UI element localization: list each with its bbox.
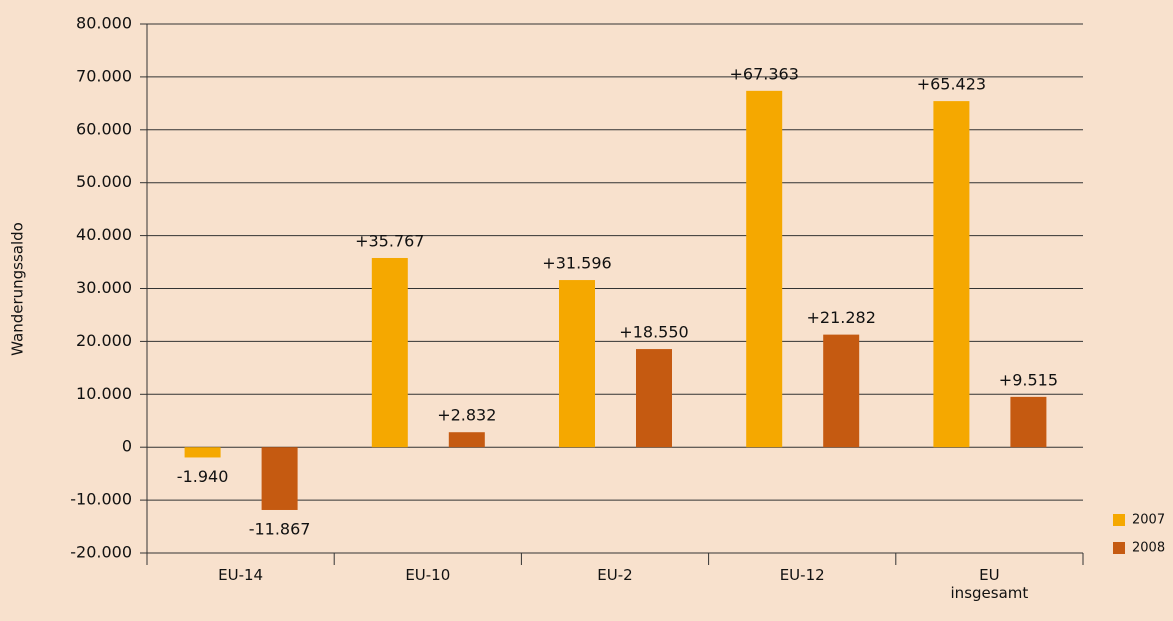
y-tick-label: 80.000 (76, 14, 132, 33)
value-label: +9.515 (999, 370, 1058, 389)
legend-swatch (1113, 542, 1125, 554)
y-tick-label: 10.000 (76, 384, 132, 403)
y-tick-label: 0 (122, 437, 132, 456)
x-tick-label: EU insgesamt (950, 566, 1029, 602)
x-tick-label: EU-10 (405, 566, 451, 584)
value-label: +65.423 (917, 75, 986, 94)
value-label: +35.767 (355, 231, 424, 250)
bar (823, 334, 860, 448)
bar (636, 349, 672, 448)
y-tick-label: -10.000 (70, 490, 132, 509)
y-axis-title: Wanderungssaldo (9, 222, 27, 356)
legend-label: 2007 (1132, 513, 1165, 528)
bar (746, 90, 783, 448)
y-tick-label: 20.000 (76, 331, 132, 350)
value-label: +18.550 (619, 323, 688, 342)
y-tick-label: 70.000 (76, 66, 132, 85)
y-tick-label: 50.000 (76, 172, 132, 191)
value-label: -1.940 (177, 467, 229, 486)
bar (184, 447, 221, 458)
bar (933, 101, 970, 448)
x-tick-label: EU-14 (218, 566, 264, 584)
legend-swatch (1113, 514, 1125, 526)
value-label: +67.363 (730, 64, 799, 83)
bar (371, 257, 408, 448)
bar (448, 432, 485, 448)
y-tick-label: 30.000 (76, 278, 132, 297)
bar (261, 447, 298, 510)
y-tick-label: -20.000 (70, 543, 132, 562)
y-tick-label: 40.000 (76, 225, 132, 244)
bar (559, 280, 595, 448)
x-tick-label: EU-12 (779, 566, 825, 584)
value-label: +31.596 (542, 254, 611, 273)
bar (1010, 396, 1047, 448)
legend-label: 2008 (1132, 541, 1165, 556)
value-label: +2.832 (437, 406, 496, 425)
value-label: -11.867 (249, 519, 311, 538)
x-tick-label: EU-2 (597, 566, 633, 584)
value-label: +21.282 (807, 308, 876, 327)
y-tick-label: 60.000 (76, 119, 132, 138)
